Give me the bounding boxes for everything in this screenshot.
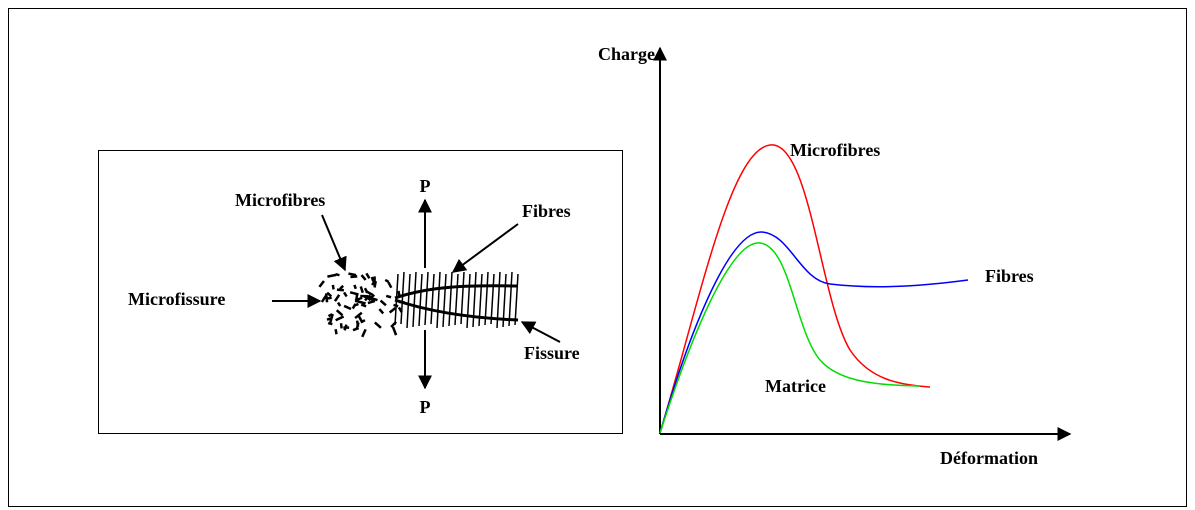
microfibre bbox=[333, 294, 341, 302]
microfibre bbox=[393, 303, 399, 308]
fibre bbox=[424, 271, 429, 326]
microfibre bbox=[385, 294, 392, 299]
fibre bbox=[448, 271, 453, 327]
frame bbox=[8, 8, 1187, 507]
microfibre bbox=[353, 302, 359, 307]
microfibre bbox=[371, 280, 376, 286]
microfibre bbox=[336, 301, 342, 307]
pointer-arrow bbox=[321, 214, 347, 272]
curve-label: Matrice bbox=[765, 376, 826, 396]
microfibre bbox=[339, 284, 345, 290]
pointer-arrow bbox=[451, 223, 519, 273]
microfibre bbox=[335, 309, 344, 317]
microfibre bbox=[370, 276, 375, 282]
fibre bbox=[478, 273, 483, 327]
microfibre bbox=[378, 308, 385, 315]
microfibre bbox=[388, 306, 397, 314]
microfibre bbox=[360, 303, 367, 308]
fibre bbox=[418, 273, 423, 327]
microfibre bbox=[343, 304, 352, 311]
pointer-arrow bbox=[520, 321, 561, 343]
fibre bbox=[466, 273, 471, 329]
microfibre bbox=[367, 293, 376, 302]
fibre bbox=[400, 271, 405, 325]
microfibre bbox=[354, 296, 363, 302]
label: Microfissure bbox=[128, 289, 225, 309]
fibre bbox=[490, 273, 495, 325]
fibres-curve bbox=[659, 231, 969, 434]
microfibre bbox=[373, 321, 382, 329]
fibre bbox=[430, 273, 435, 325]
axis-label: Déformation bbox=[940, 448, 1038, 468]
microfibre bbox=[365, 272, 371, 279]
fibre bbox=[484, 271, 489, 326]
fibre bbox=[502, 273, 507, 328]
microfibre bbox=[320, 295, 327, 303]
schematic-box bbox=[98, 150, 623, 434]
microfibre bbox=[334, 328, 338, 335]
microfibre bbox=[397, 306, 403, 313]
microfibre bbox=[324, 293, 329, 303]
axis-label: Charge bbox=[598, 44, 655, 64]
microfibre bbox=[348, 272, 357, 277]
microfibre bbox=[360, 274, 367, 281]
crack-drawing bbox=[318, 271, 519, 338]
microfibre bbox=[379, 299, 387, 307]
fibre bbox=[406, 273, 411, 329]
microfibre bbox=[343, 324, 348, 331]
microfibre bbox=[318, 280, 325, 288]
fibre bbox=[394, 273, 399, 326]
microfibre bbox=[387, 281, 393, 289]
microfibre bbox=[397, 290, 401, 298]
microfibre bbox=[390, 321, 398, 328]
fibre bbox=[514, 273, 519, 326]
fibre bbox=[436, 271, 441, 329]
fibre bbox=[454, 273, 459, 326]
microfibre bbox=[354, 311, 363, 320]
microfibre bbox=[359, 286, 364, 294]
microfibre bbox=[327, 321, 333, 326]
microfibres-curve bbox=[659, 144, 931, 434]
microfibre bbox=[373, 280, 377, 288]
matrice-curve bbox=[659, 242, 921, 434]
microfibre bbox=[384, 278, 390, 283]
label: P bbox=[420, 397, 431, 417]
microfibre bbox=[367, 299, 376, 305]
microfibre bbox=[398, 300, 405, 304]
microfibre bbox=[327, 273, 337, 278]
curve-label: Fibres bbox=[985, 266, 1034, 286]
label: Fibres bbox=[522, 201, 571, 221]
fibre bbox=[460, 271, 465, 325]
microfibre bbox=[352, 326, 360, 332]
microfibre bbox=[357, 300, 366, 305]
fibre bbox=[508, 271, 513, 327]
microfibre bbox=[329, 313, 334, 323]
microfibre bbox=[361, 328, 367, 338]
curve-label: Microfibres bbox=[790, 140, 880, 160]
microfibre bbox=[343, 291, 348, 298]
label: Fissure bbox=[524, 343, 580, 363]
fibre bbox=[472, 271, 477, 328]
label: P bbox=[420, 176, 431, 196]
fibre bbox=[442, 273, 447, 328]
fibre bbox=[412, 271, 417, 328]
microfibre bbox=[350, 275, 358, 279]
label: Microfibres bbox=[235, 190, 325, 210]
microfibre bbox=[336, 288, 344, 292]
microfibre bbox=[335, 315, 345, 322]
microfibre bbox=[391, 326, 398, 336]
microfibre bbox=[363, 287, 369, 294]
microfibre bbox=[331, 284, 335, 290]
fibre bbox=[496, 271, 501, 329]
microfibre bbox=[335, 272, 340, 277]
microfibre bbox=[326, 291, 333, 298]
fissure-line bbox=[394, 298, 519, 322]
microfibre bbox=[353, 284, 357, 290]
